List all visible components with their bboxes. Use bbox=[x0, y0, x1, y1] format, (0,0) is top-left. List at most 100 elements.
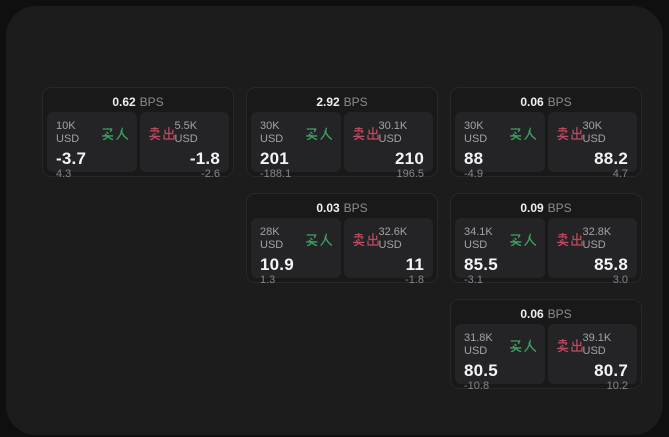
buy-delta: 4.3 bbox=[56, 168, 72, 180]
sell-labels-row: 32.8K USD bbox=[556, 226, 629, 252]
sell-label-cjk-icon bbox=[148, 126, 175, 140]
card-body: 34.1K USD bbox=[455, 218, 637, 286]
quote-card: 0.06 BPS 30K USD bbox=[450, 87, 642, 180]
quote-card: 2.92 BPS 30K USD bbox=[246, 87, 438, 180]
sell-labels-row: 5.5K USD bbox=[148, 120, 221, 146]
sell-price: 85.8 bbox=[594, 255, 628, 274]
sell-price: 210 bbox=[395, 149, 424, 168]
sell-labels-row: 32.6K USD bbox=[352, 226, 425, 252]
sell-price: 80.7 bbox=[594, 361, 628, 380]
buy-price: 88 bbox=[464, 149, 484, 168]
quote-card: 0.03 BPS 28K USD bbox=[246, 193, 438, 286]
buy-price: 10.9 bbox=[260, 255, 294, 274]
buy-price: 201 bbox=[260, 149, 289, 168]
buy-label-cjk-icon bbox=[509, 127, 536, 140]
card-body: 30K USD bbox=[455, 112, 637, 180]
card-header: 0.62 BPS bbox=[47, 92, 229, 112]
bps-suffix: BPS bbox=[343, 201, 368, 215]
buy-label-cjk-icon bbox=[509, 233, 536, 246]
cards-grid: 0.62 BPS 10K USD bbox=[42, 87, 642, 392]
sell-size: 30K USD bbox=[582, 120, 606, 145]
buy-price: -3.7 bbox=[56, 149, 87, 168]
buy-labels-row: 28K USD bbox=[260, 226, 332, 252]
sell-panel[interactable]: 30K USD 88.2 4.7 bbox=[547, 112, 637, 180]
sell-label-cjk-icon bbox=[352, 126, 379, 140]
buy-labels-row: 30K USD bbox=[260, 120, 332, 146]
buy-label-cjk-icon bbox=[305, 127, 332, 140]
sell-delta: -2.6 bbox=[201, 168, 220, 180]
sell-panel[interactable]: 5.5K USD -1.8 -2.6 bbox=[139, 112, 229, 180]
buy-labels-row: 31.8K USD bbox=[464, 332, 536, 358]
sell-labels-row: 30.1K USD bbox=[352, 120, 425, 146]
sell-size: 30.1K USD bbox=[378, 120, 408, 145]
buy-panel[interactable]: 10K USD bbox=[47, 112, 137, 180]
quote-card: 0.62 BPS 10K USD bbox=[42, 87, 234, 180]
buy-panel[interactable]: 34.1K USD bbox=[455, 218, 545, 286]
sell-panel[interactable]: 32.8K USD 85.8 3.0 bbox=[547, 218, 637, 286]
sell-size: 32.6K USD bbox=[378, 226, 408, 251]
sell-label-cjk-icon bbox=[556, 338, 583, 352]
sell-panel[interactable]: 30.1K USD 210 196.5 bbox=[343, 112, 433, 180]
sell-panel[interactable]: 32.6K USD 11 -1.8 bbox=[343, 218, 433, 286]
sell-labels-row: 30K USD bbox=[556, 120, 629, 146]
sell-delta: 196.5 bbox=[396, 168, 424, 180]
sell-size: 32.8K USD bbox=[582, 226, 612, 251]
trading-quotes-screen: 0.62 BPS 10K USD bbox=[6, 6, 663, 435]
buy-delta: -10.8 bbox=[464, 380, 490, 392]
buy-panel[interactable]: 30K USD bbox=[455, 112, 545, 180]
bps-suffix: BPS bbox=[139, 95, 164, 109]
sell-size: 39.1K USD bbox=[582, 332, 612, 357]
sell-delta: 10.2 bbox=[606, 380, 628, 392]
bps-suffix: BPS bbox=[547, 201, 572, 215]
sell-delta: 4.7 bbox=[612, 168, 628, 180]
buy-panel[interactable]: 31.8K USD bbox=[455, 324, 545, 392]
bps-value: 0.62 bbox=[112, 95, 136, 109]
buy-delta: -188.1 bbox=[260, 168, 292, 180]
card-body: 10K USD bbox=[47, 112, 229, 180]
buy-size: 34.1K USD bbox=[464, 226, 493, 251]
buy-price: 80.5 bbox=[464, 361, 498, 380]
buy-panel[interactable]: 30K USD bbox=[251, 112, 341, 180]
buy-label-cjk-icon bbox=[509, 339, 536, 352]
card-header: 0.03 BPS bbox=[251, 198, 433, 218]
sell-panel[interactable]: 39.1K USD 80.7 10.2 bbox=[547, 324, 637, 392]
quote-card: 0.09 BPS 34.1K USD bbox=[450, 193, 642, 286]
sell-label-cjk-icon bbox=[556, 232, 583, 246]
buy-labels-row: 10K USD bbox=[56, 120, 128, 146]
sell-delta: 3.0 bbox=[612, 274, 628, 286]
buy-panel[interactable]: 28K USD bbox=[251, 218, 341, 286]
bps-value: 0.03 bbox=[316, 201, 340, 215]
bps-value: 0.09 bbox=[520, 201, 544, 215]
bps-value: 2.92 bbox=[316, 95, 340, 109]
sell-size: 5.5K USD bbox=[174, 120, 198, 145]
card-body: 31.8K USD bbox=[455, 324, 637, 392]
buy-labels-row: 34.1K USD bbox=[464, 226, 536, 252]
quote-card: 0.06 BPS 31.8K USD bbox=[450, 299, 642, 392]
buy-labels-row: 30K USD bbox=[464, 120, 536, 146]
buy-size: 31.8K USD bbox=[464, 332, 493, 357]
sell-label-cjk-icon bbox=[556, 126, 583, 140]
bps-suffix: BPS bbox=[547, 307, 572, 321]
buy-price: 85.5 bbox=[464, 255, 498, 274]
sell-delta: -1.8 bbox=[405, 274, 424, 286]
card-header: 2.92 BPS bbox=[251, 92, 433, 112]
bps-suffix: BPS bbox=[343, 95, 368, 109]
bps-suffix: BPS bbox=[547, 95, 572, 109]
bps-value: 0.06 bbox=[520, 307, 544, 321]
buy-size: 30K USD bbox=[464, 120, 488, 145]
sell-price: 88.2 bbox=[594, 149, 628, 168]
card-header: 0.06 BPS bbox=[455, 92, 637, 112]
buy-label-cjk-icon bbox=[101, 127, 128, 140]
buy-size: 28K USD bbox=[260, 226, 284, 251]
buy-delta: -4.9 bbox=[464, 168, 483, 180]
buy-delta: 1.3 bbox=[260, 274, 276, 286]
buy-label-cjk-icon bbox=[305, 233, 332, 246]
sell-label-cjk-icon bbox=[352, 232, 379, 246]
buy-delta: -3.1 bbox=[464, 274, 483, 286]
card-header: 0.09 BPS bbox=[455, 198, 637, 218]
sell-price: -1.8 bbox=[189, 149, 220, 168]
sell-price: 11 bbox=[405, 255, 424, 274]
sell-labels-row: 39.1K USD bbox=[556, 332, 629, 358]
card-header: 0.06 BPS bbox=[455, 304, 637, 324]
buy-size: 30K USD bbox=[260, 120, 284, 145]
